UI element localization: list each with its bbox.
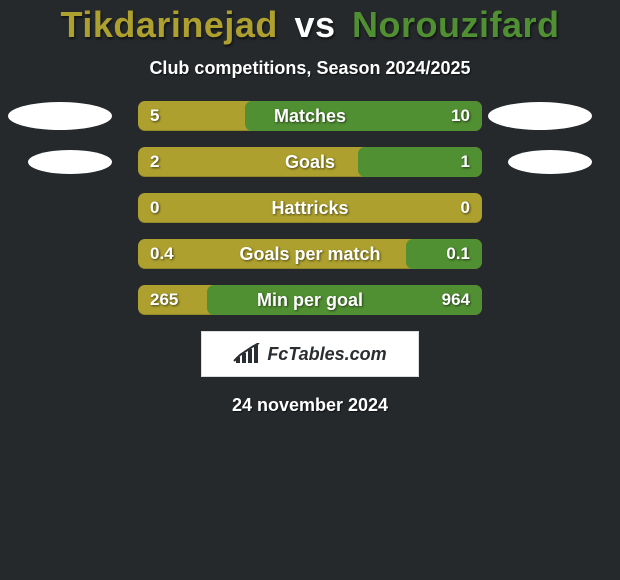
source-badge: FcTables.com xyxy=(201,331,419,377)
stat-row: Hattricks00 xyxy=(0,193,620,223)
stat-bar-right-fill xyxy=(207,285,482,315)
snapshot-date: 24 november 2024 xyxy=(0,395,620,416)
page-title: Tikdarinejad vs Norouzifard xyxy=(0,4,620,46)
stats-container: Matches510 Goals21 Hattricks00 Goals per ma… xyxy=(0,101,620,315)
stat-bar xyxy=(138,193,482,223)
stat-row: Matches510 xyxy=(0,101,620,131)
stat-bar xyxy=(138,285,482,315)
stat-bar xyxy=(138,239,482,269)
stat-row: Goals21 xyxy=(0,147,620,177)
stat-bar-right-fill xyxy=(245,101,482,131)
left-player-ellipse xyxy=(8,102,112,130)
stat-bar-right-fill xyxy=(358,147,482,177)
bar-chart-icon xyxy=(233,343,261,365)
right-player-name: Norouzifard xyxy=(352,4,560,45)
badge-text: FcTables.com xyxy=(267,344,386,365)
left-player-name: Tikdarinejad xyxy=(61,4,278,45)
comparison-card: Tikdarinejad vs Norouzifard Club competi… xyxy=(0,0,620,580)
stat-row: Min per goal265964 xyxy=(0,285,620,315)
stat-row: Goals per match0.40.1 xyxy=(0,239,620,269)
left-player-ellipse xyxy=(28,150,112,174)
subtitle: Club competitions, Season 2024/2025 xyxy=(0,58,620,79)
vs-label: vs xyxy=(288,4,341,45)
stat-bar xyxy=(138,101,482,131)
stat-bar-right-fill xyxy=(406,239,482,269)
right-player-ellipse xyxy=(508,150,592,174)
stat-bar xyxy=(138,147,482,177)
right-player-ellipse xyxy=(488,102,592,130)
